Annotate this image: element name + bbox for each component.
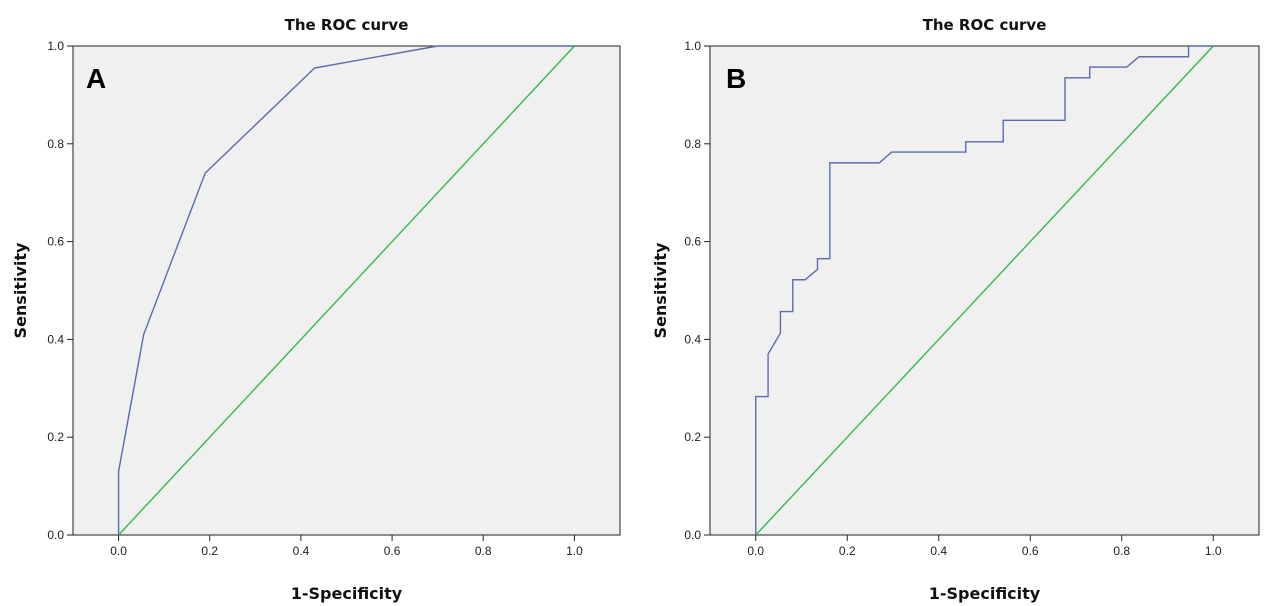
chart-a-x-tick-label: 1.0 — [566, 544, 583, 558]
chart-b-y-axis-label: Sensitivity — [651, 242, 670, 338]
chart-b-x-tick-label: 0.6 — [1022, 544, 1039, 558]
chart-a-title: The ROC curve — [285, 16, 409, 34]
roc-chart-b: The ROC curve B 0.0 0.2 0.4 0.6 0.8 1.0 0.0 0.2 0.… — [640, 0, 1269, 606]
chart-a-y-tick-label: 0.0 — [47, 528, 64, 542]
chart-a-panel-letter: A — [86, 63, 106, 94]
chart-b-x-tick-label: 0.4 — [930, 544, 947, 558]
chart-b-x-axis-label: 1-Specificity — [929, 584, 1041, 603]
chart-b-y-tick-label: 0.2 — [684, 430, 701, 444]
chart-a-y-axis-label: Sensitivity — [11, 242, 30, 338]
chart-b-x-tick-label: 0.0 — [747, 544, 764, 558]
chart-a-x-tick-label: 0.4 — [293, 544, 310, 558]
chart-b-panel-letter: B — [726, 63, 746, 94]
chart-b-y-tick-label: 0.8 — [684, 137, 701, 151]
chart-b-y-tick-label: 0.6 — [684, 235, 701, 249]
chart-a-x-tick-label: 0.6 — [384, 544, 401, 558]
chart-a-y-tick-label: 0.4 — [47, 332, 64, 346]
chart-a-x-tick-label: 0.8 — [475, 544, 492, 558]
chart-a-x-tick-label: 0.2 — [201, 544, 218, 558]
chart-a-y-tick-label: 0.8 — [47, 137, 64, 151]
chart-a-roc-line — [117, 45, 575, 535]
chart-b-x-tick-label: 1.0 — [1205, 544, 1222, 558]
chart-a-reference-line — [118, 45, 575, 536]
chart-b-reference-line — [755, 45, 1214, 536]
chart-b-roc-line — [755, 45, 1214, 535]
chart-b-y-tick-label: 0.4 — [684, 332, 701, 346]
roc-chart-b-svg: The ROC curve B 0.0 0.2 0.4 0.6 0.8 1.0 0.0 0.2 0.… — [651, 16, 1260, 603]
chart-a-x-tick-label: 0.0 — [110, 544, 127, 558]
roc-chart-a: The ROC curve A 0.0 0.2 0.4 0.6 0.8 1.0 0.0 0.2 0.… — [0, 0, 630, 606]
chart-a-y-tick-label: 1.0 — [47, 39, 64, 53]
chart-a-x-axis-label: 1-Specificity — [291, 584, 403, 603]
chart-b-title: The ROC curve — [923, 16, 1047, 34]
chart-a-y-tick-label: 0.6 — [47, 235, 64, 249]
roc-chart-a-svg: The ROC curve A 0.0 0.2 0.4 0.6 0.8 1.0 0.0 0.2 0.… — [11, 16, 621, 603]
chart-b-y-tick-label: 1.0 — [684, 39, 701, 53]
chart-a-y-tick-label: 0.2 — [47, 430, 64, 444]
chart-b-y-tick-label: 0.0 — [684, 528, 701, 542]
chart-b-x-tick-label: 0.8 — [1113, 544, 1130, 558]
chart-b-x-tick-label: 0.2 — [839, 544, 856, 558]
